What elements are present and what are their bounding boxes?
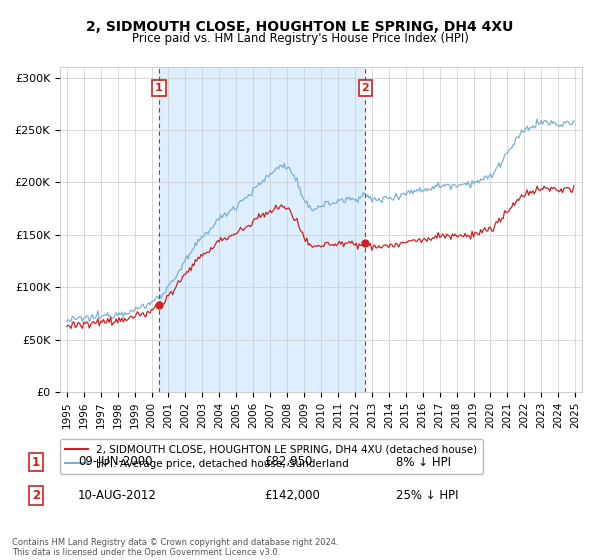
Text: £142,000: £142,000 bbox=[264, 489, 320, 502]
Text: 1: 1 bbox=[32, 455, 40, 469]
Text: Price paid vs. HM Land Registry's House Price Index (HPI): Price paid vs. HM Land Registry's House … bbox=[131, 32, 469, 45]
Text: 1: 1 bbox=[155, 83, 163, 93]
Text: 8% ↓ HPI: 8% ↓ HPI bbox=[396, 455, 451, 469]
Text: 09-JUN-2000: 09-JUN-2000 bbox=[78, 455, 152, 469]
Text: 2: 2 bbox=[361, 83, 369, 93]
Legend: 2, SIDMOUTH CLOSE, HOUGHTON LE SPRING, DH4 4XU (detached house), HPI: Average pr: 2, SIDMOUTH CLOSE, HOUGHTON LE SPRING, D… bbox=[60, 440, 483, 474]
Text: 2: 2 bbox=[32, 489, 40, 502]
Text: 25% ↓ HPI: 25% ↓ HPI bbox=[396, 489, 458, 502]
Text: 2, SIDMOUTH CLOSE, HOUGHTON LE SPRING, DH4 4XU: 2, SIDMOUTH CLOSE, HOUGHTON LE SPRING, D… bbox=[86, 20, 514, 34]
Text: £82,950: £82,950 bbox=[264, 455, 313, 469]
Bar bbox=[159, 67, 365, 392]
Text: Contains HM Land Registry data © Crown copyright and database right 2024.
This d: Contains HM Land Registry data © Crown c… bbox=[12, 538, 338, 557]
Text: 10-AUG-2012: 10-AUG-2012 bbox=[78, 489, 157, 502]
